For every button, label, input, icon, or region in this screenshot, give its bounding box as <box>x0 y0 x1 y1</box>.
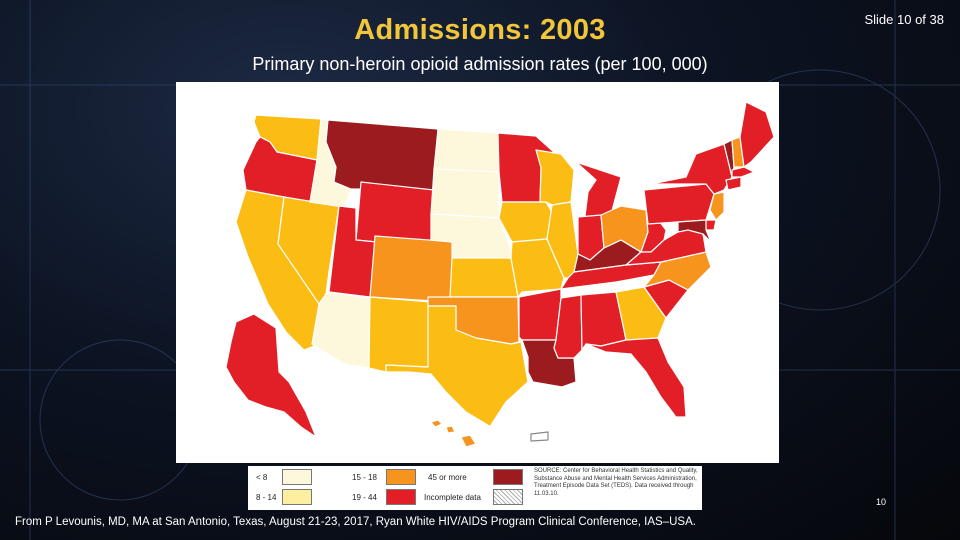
state-az <box>311 291 376 369</box>
legend-label-8to14: 8 - 14 <box>256 493 277 502</box>
state-hi <box>445 425 456 434</box>
state-nm <box>368 296 432 373</box>
slide-title: Admissions: 2003 <box>354 14 606 46</box>
slide-credit: From P Levounis, MD, MA at San Antonio, … <box>15 516 696 528</box>
state-wi <box>535 149 575 206</box>
legend-label-19to44: 19 - 44 <box>352 493 377 502</box>
slide-subtitle: Primary non-heroin opioid admission rate… <box>252 54 708 74</box>
legend-swatch-45plus <box>493 469 523 485</box>
legend-label-45plus: 45 or more <box>428 473 467 482</box>
map-legend: < 8 8 - 14 15 - 18 19 - 44 45 or more In… <box>248 466 702 510</box>
state-ma <box>731 166 755 178</box>
state-sd <box>430 168 500 219</box>
legend-swatch-incomplete <box>493 489 523 505</box>
state-ct <box>725 176 742 191</box>
legend-swatch-15to18 <box>386 469 416 485</box>
state-nj <box>709 191 725 221</box>
legend-label-15to18: 15 - 18 <box>352 473 377 482</box>
state-de <box>705 219 717 231</box>
state-tx <box>385 305 529 428</box>
state-ia <box>498 201 553 243</box>
legend-swatch-8to14 <box>282 489 312 505</box>
state-nd <box>433 128 500 173</box>
slide-counter: Slide 10 of 38 <box>864 12 944 27</box>
state-pa <box>643 183 715 225</box>
legend-label-incomplete: Incomplete data <box>424 493 481 502</box>
state-co <box>369 235 457 303</box>
state-hi <box>460 434 477 448</box>
page-number: 10 <box>876 497 887 507</box>
state-hi <box>430 419 443 428</box>
state-ar <box>518 288 562 341</box>
state-fl <box>585 337 687 418</box>
state-ks <box>449 257 519 298</box>
state-ak <box>225 313 317 438</box>
state-md <box>677 219 712 243</box>
us-choropleth-map <box>225 101 775 448</box>
legend-source-note: SOURCE: Center for Behavioral Health Sta… <box>534 468 698 497</box>
legend-swatch-lt8 <box>282 469 312 485</box>
legend-label-lt8: < 8 <box>256 473 268 482</box>
us-map-panel <box>176 82 779 463</box>
state-pr <box>530 431 549 442</box>
state-mt <box>325 119 439 191</box>
state-me <box>739 101 775 168</box>
legend-swatch-19to44 <box>386 489 416 505</box>
